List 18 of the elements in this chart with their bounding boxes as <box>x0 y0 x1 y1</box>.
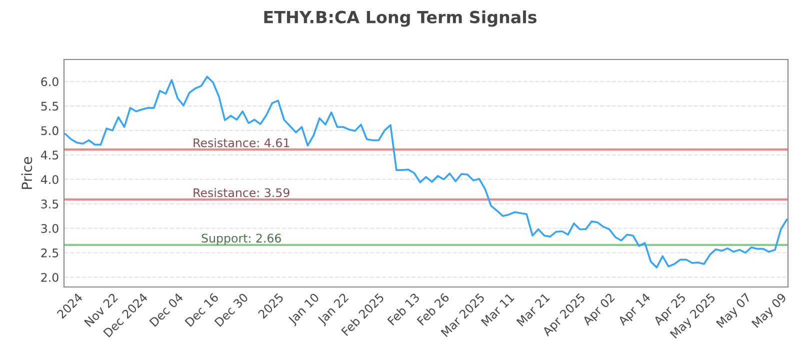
y-tick-label: 3.0 <box>41 224 58 233</box>
x-tick-label: Dec 04 <box>149 292 184 327</box>
y-tick-label: 4.5 <box>40 150 58 160</box>
x-tick-label: Mar 21 <box>516 292 550 327</box>
ref-line-label: Support: 2.66 <box>202 234 281 245</box>
ref-line-label: Resistance: 3.59 <box>194 188 290 198</box>
ref-line-label: Resistance: 4.61 <box>194 138 290 148</box>
y-tick-label: 5.5 <box>41 102 58 111</box>
chart-title: ETHY.B:CA Long Term Signals <box>264 10 536 27</box>
y-axis-title: Price <box>21 157 32 189</box>
y-tick-label: 2.0 <box>41 272 58 282</box>
y-tick-label: 6.0 <box>41 77 58 86</box>
x-tick-label: Apr 14 <box>617 292 652 328</box>
y-tick-label: 4.0 <box>40 175 58 184</box>
y-tick-label: 5.0 <box>41 126 58 136</box>
y-tick-label: 3.5 <box>41 200 58 208</box>
y-tick-label: 2.5 <box>41 248 58 258</box>
line-series <box>64 76 788 268</box>
